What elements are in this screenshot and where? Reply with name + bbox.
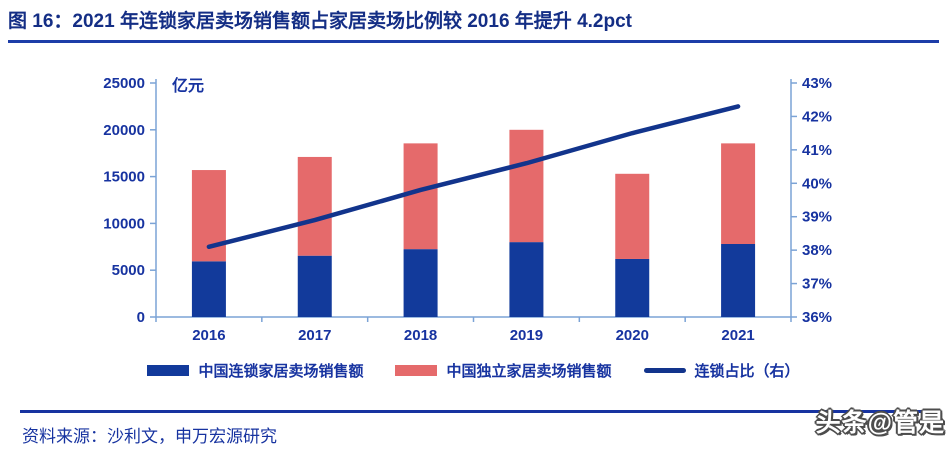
bar-segment-chain-2020 <box>615 258 650 317</box>
bar-segment-independent-2020 <box>615 173 650 259</box>
x-axis-label: 2021 <box>721 327 754 344</box>
footer-divider <box>20 410 929 413</box>
chart-legend: 中国连锁家居卖场销售额 中国独立家居卖场销售额 连锁占比（右） <box>0 360 947 381</box>
x-axis-label: 2020 <box>616 327 649 344</box>
x-axis-label: 2018 <box>404 327 437 344</box>
watermark: 头条@管是 <box>815 409 945 437</box>
x-axis-label: 2016 <box>192 327 225 344</box>
legend-item: 连锁占比（右） <box>643 360 800 381</box>
left-axis-tick-label: 15000 <box>103 169 145 186</box>
legend-bar-swatch <box>147 365 190 376</box>
legend-item: 中国独立家居卖场销售额 <box>395 360 612 381</box>
legend-line-swatch <box>643 368 686 373</box>
legend-bar-swatch <box>395 365 438 376</box>
legend-label: 中国连锁家居卖场销售额 <box>198 363 364 380</box>
x-axis-label: 2019 <box>510 327 543 344</box>
figure-title-bar: 图 16：2021 年连锁家居卖场销售额占家居卖场比例较 2016 年提升 4.… <box>8 10 939 43</box>
right-axis-tick-label: 37% <box>802 276 832 293</box>
left-axis-tick-label: 10000 <box>103 215 145 232</box>
figure-title: 图 16：2021 年连锁家居卖场销售额占家居卖场比例较 2016 年提升 4.… <box>8 11 632 32</box>
bar-segment-chain-2019 <box>509 242 544 317</box>
bar-segment-independent-2017 <box>297 156 332 256</box>
left-axis-tick-label: 25000 <box>103 75 145 92</box>
right-axis-tick-label: 38% <box>802 242 832 259</box>
right-axis-tick-label: 41% <box>802 142 832 159</box>
bar-segment-chain-2016 <box>191 261 226 317</box>
legend-label: 连锁占比（右） <box>694 363 800 380</box>
left-axis-tick-label: 5000 <box>112 262 145 279</box>
legend-item: 中国连锁家居卖场销售额 <box>147 360 363 381</box>
x-axis-label: 2017 <box>298 327 331 344</box>
bar-segment-independent-2019 <box>509 129 544 243</box>
chain-share-line <box>206 104 741 250</box>
source-note: 资料来源：沙利文，申万宏源研究 <box>22 427 277 446</box>
bar-segment-chain-2021 <box>721 243 756 317</box>
bar-segment-chain-2018 <box>403 249 438 317</box>
bar-segment-chain-2017 <box>297 255 332 317</box>
legend-label: 中国独立家居卖场销售额 <box>446 363 612 380</box>
bar-segment-independent-2021 <box>721 143 756 244</box>
right-axis-tick-label: 40% <box>802 175 832 192</box>
left-axis-unit-label: 亿元 <box>172 76 204 95</box>
left-axis-tick-label: 0 <box>137 309 145 326</box>
bar-segment-independent-2018 <box>403 143 438 250</box>
right-axis-tick-label: 36% <box>802 309 832 326</box>
right-axis-tick-label: 43% <box>802 75 832 92</box>
right-axis-tick-label: 42% <box>802 108 832 125</box>
left-axis-tick-label: 20000 <box>103 122 145 139</box>
right-axis-tick-label: 39% <box>802 209 832 226</box>
